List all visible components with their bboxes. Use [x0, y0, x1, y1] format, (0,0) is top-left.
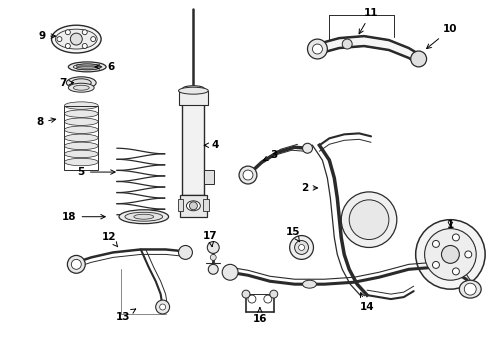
- Bar: [182, 89, 204, 195]
- Circle shape: [242, 290, 250, 298]
- Ellipse shape: [134, 214, 154, 219]
- Text: 17: 17: [203, 230, 218, 247]
- Ellipse shape: [125, 212, 163, 221]
- Ellipse shape: [64, 110, 98, 117]
- Circle shape: [452, 268, 460, 275]
- Circle shape: [313, 44, 322, 54]
- Circle shape: [465, 251, 472, 258]
- Circle shape: [452, 234, 460, 241]
- Text: 8: 8: [36, 117, 56, 127]
- Ellipse shape: [69, 62, 106, 72]
- Circle shape: [156, 300, 170, 314]
- Ellipse shape: [64, 142, 98, 150]
- Text: 15: 15: [285, 226, 300, 242]
- Text: 10: 10: [427, 24, 458, 49]
- Circle shape: [349, 200, 389, 239]
- Ellipse shape: [64, 150, 98, 158]
- Circle shape: [416, 220, 485, 289]
- Circle shape: [207, 242, 219, 253]
- Circle shape: [82, 44, 87, 49]
- Circle shape: [65, 30, 71, 35]
- Text: 4: 4: [204, 140, 219, 150]
- Circle shape: [342, 39, 352, 49]
- Text: 2: 2: [301, 183, 318, 193]
- Circle shape: [341, 192, 397, 247]
- Circle shape: [91, 37, 96, 41]
- Ellipse shape: [51, 25, 101, 53]
- Ellipse shape: [64, 134, 98, 141]
- Text: 11: 11: [359, 8, 378, 34]
- Ellipse shape: [74, 85, 89, 90]
- Bar: [179, 195, 207, 217]
- Ellipse shape: [64, 126, 98, 134]
- Circle shape: [178, 246, 193, 260]
- Ellipse shape: [64, 102, 98, 109]
- Ellipse shape: [119, 210, 169, 224]
- Circle shape: [208, 264, 218, 274]
- Text: 13: 13: [116, 309, 136, 322]
- Text: 9: 9: [38, 31, 55, 41]
- Ellipse shape: [302, 280, 317, 288]
- Circle shape: [298, 244, 305, 251]
- Circle shape: [264, 295, 272, 303]
- Text: 6: 6: [95, 62, 115, 72]
- Bar: [64, 105, 98, 170]
- Circle shape: [65, 44, 71, 49]
- Circle shape: [243, 170, 253, 180]
- Circle shape: [160, 304, 166, 310]
- Bar: [178, 91, 208, 105]
- Circle shape: [222, 264, 238, 280]
- Bar: [204, 170, 214, 184]
- Text: 3: 3: [263, 150, 277, 161]
- Circle shape: [465, 283, 476, 295]
- Text: 18: 18: [62, 212, 105, 222]
- Circle shape: [308, 39, 327, 59]
- Circle shape: [411, 51, 427, 67]
- Circle shape: [239, 166, 257, 184]
- Circle shape: [57, 37, 62, 41]
- Ellipse shape: [182, 86, 204, 92]
- Bar: [177, 199, 183, 211]
- Circle shape: [68, 255, 85, 273]
- Text: 1: 1: [447, 220, 454, 230]
- Circle shape: [294, 240, 309, 255]
- Text: 14: 14: [360, 293, 374, 312]
- Ellipse shape: [64, 118, 98, 125]
- Circle shape: [71, 33, 82, 45]
- Circle shape: [210, 255, 216, 260]
- Ellipse shape: [178, 87, 208, 94]
- Text: 16: 16: [253, 308, 267, 324]
- Circle shape: [433, 261, 440, 269]
- Ellipse shape: [459, 280, 481, 298]
- Ellipse shape: [69, 83, 94, 92]
- Ellipse shape: [74, 64, 101, 70]
- Circle shape: [82, 30, 87, 35]
- Text: 12: 12: [102, 231, 118, 247]
- Ellipse shape: [187, 201, 200, 211]
- Circle shape: [433, 240, 440, 247]
- Circle shape: [248, 295, 256, 303]
- Circle shape: [270, 290, 278, 298]
- Circle shape: [72, 260, 81, 269]
- Bar: [203, 199, 209, 211]
- Circle shape: [290, 235, 314, 260]
- Circle shape: [441, 246, 459, 264]
- Ellipse shape: [55, 29, 97, 49]
- Circle shape: [425, 229, 476, 280]
- Ellipse shape: [72, 79, 91, 87]
- Text: 5: 5: [77, 167, 115, 177]
- Circle shape: [190, 202, 197, 210]
- Ellipse shape: [64, 158, 98, 166]
- Circle shape: [302, 143, 313, 153]
- Ellipse shape: [66, 77, 96, 89]
- Text: 7: 7: [60, 78, 74, 88]
